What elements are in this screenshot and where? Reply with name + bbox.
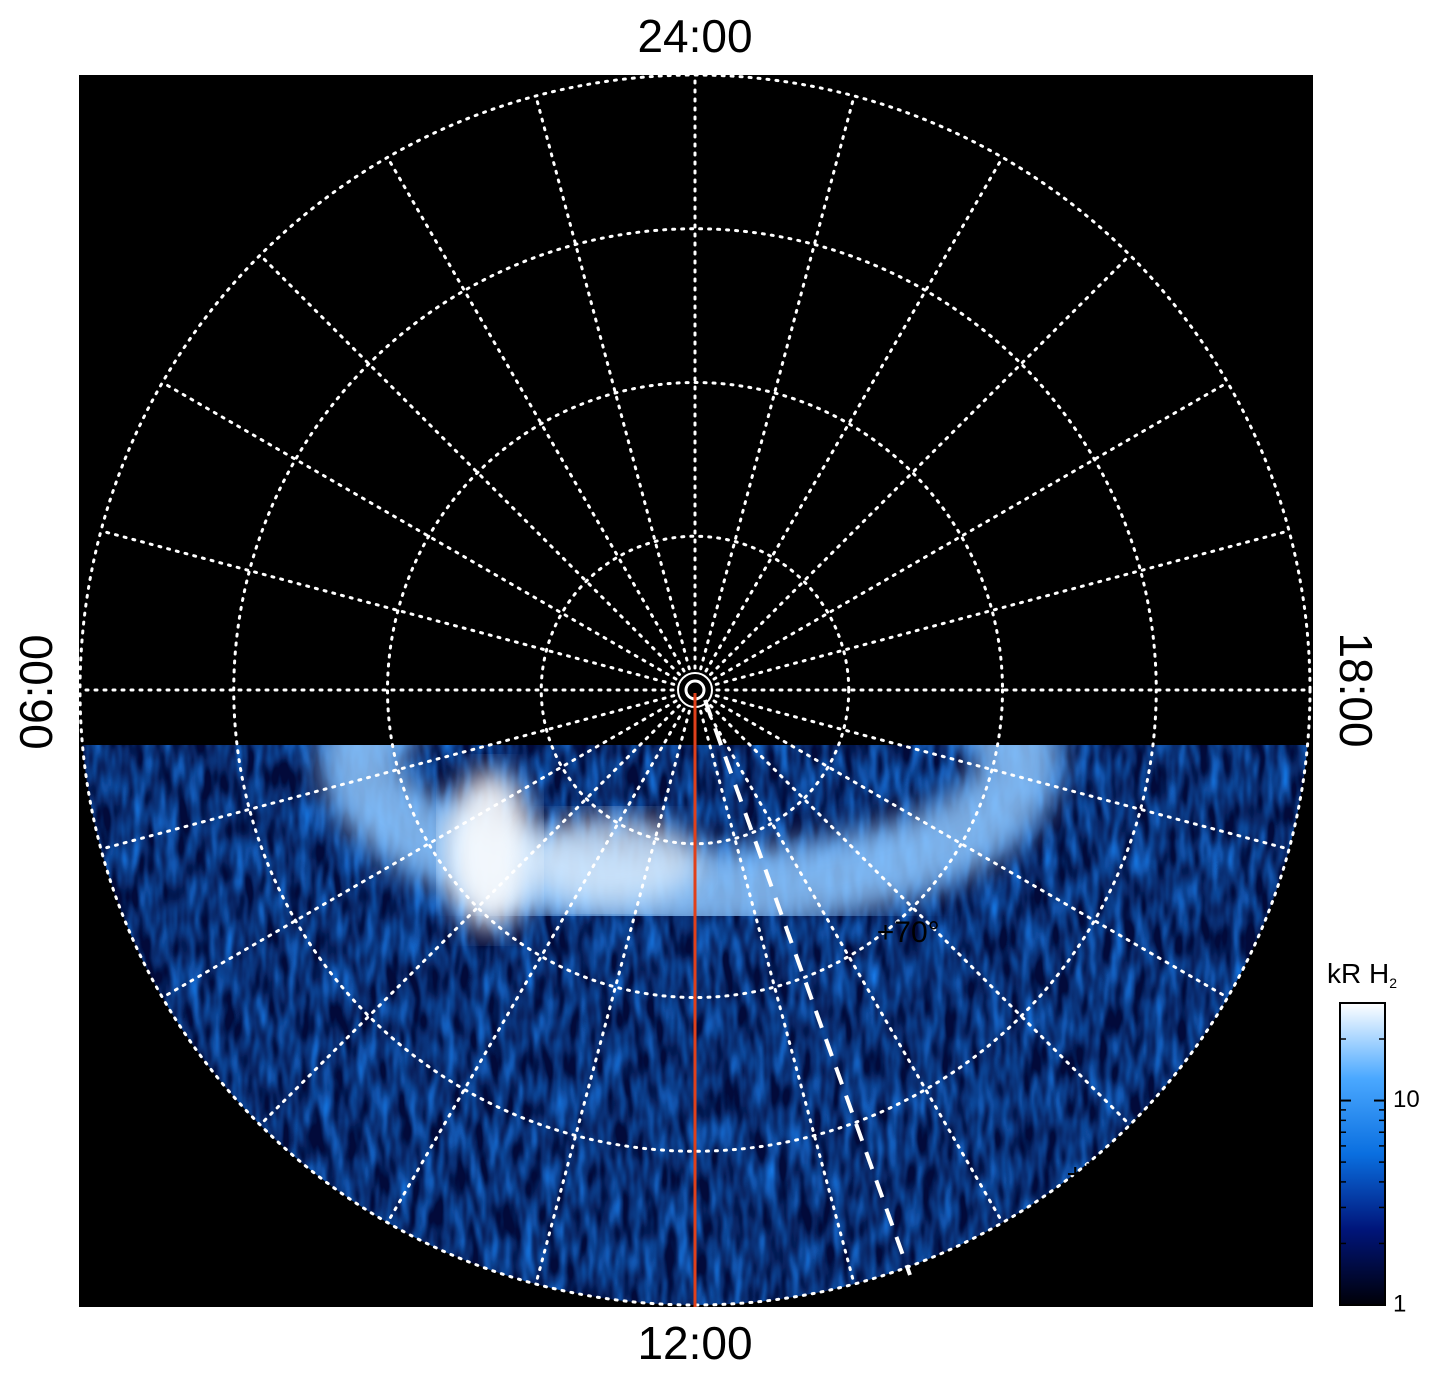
hour-line — [386, 707, 686, 1225]
hour-line — [699, 94, 856, 671]
colorbar — [1339, 1002, 1386, 1306]
hour-line — [386, 155, 686, 673]
latitude-circle — [232, 227, 1158, 1153]
colorbar-tick-label: 10 — [1393, 1086, 1420, 1113]
hour-line — [258, 253, 681, 676]
hour-line — [99, 529, 676, 686]
hour-line — [99, 694, 676, 851]
hour-line — [160, 699, 678, 999]
hour-line — [709, 704, 1132, 1127]
colorbar-subscript: 2 — [1389, 975, 1397, 991]
hour-line — [534, 709, 691, 1286]
lt-right: 18:00 — [1330, 632, 1382, 747]
hour-line — [704, 155, 1004, 673]
lt-top: 24:00 — [637, 10, 752, 62]
hour-line — [709, 253, 1132, 676]
hour-line — [258, 704, 681, 1127]
lt-bottom: 12:00 — [637, 1317, 752, 1369]
hour-line — [704, 707, 1004, 1225]
colorbar-title: kR H2 — [1327, 958, 1397, 990]
latitude-label: +50° — [1066, 1158, 1129, 1191]
colorbar-tick-label: 1 — [1393, 1290, 1406, 1317]
colorbar-label: kR H — [1327, 958, 1389, 989]
hour-line — [160, 381, 678, 681]
latitude-circle — [539, 534, 851, 846]
lt-left: 06:00 — [10, 634, 62, 749]
hour-line — [714, 529, 1291, 686]
hour-line — [714, 694, 1291, 851]
hour-line — [712, 381, 1230, 681]
hour-line — [712, 699, 1230, 999]
latitude-circle — [386, 381, 1004, 999]
hour-line — [534, 94, 691, 671]
hour-line — [699, 709, 856, 1286]
dashed-track — [703, 699, 912, 1276]
latitude-label: +70° — [877, 916, 940, 949]
